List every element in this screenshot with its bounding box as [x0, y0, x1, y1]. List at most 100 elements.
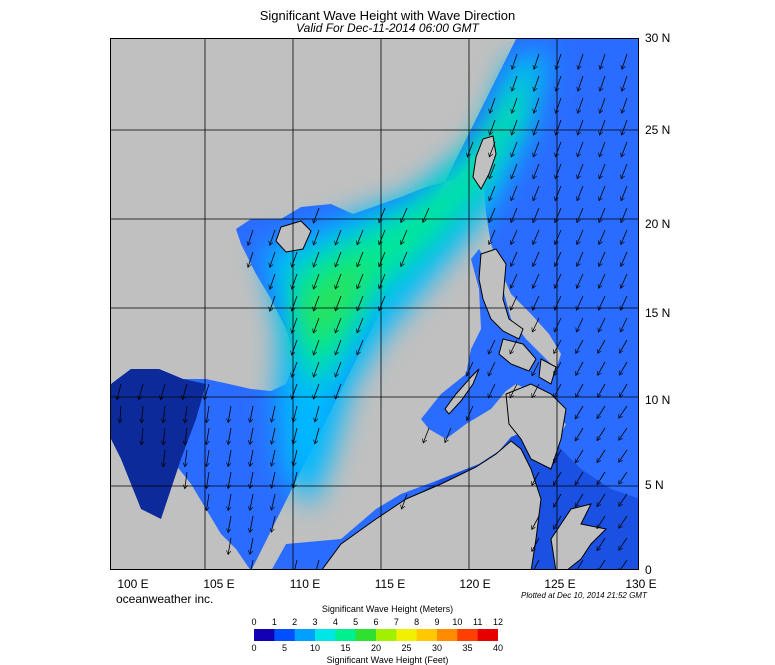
wave-direction-arrow	[619, 515, 628, 528]
wave-direction-arrow	[534, 119, 540, 135]
wave-direction-arrow	[597, 559, 606, 569]
wave-direction-arrow	[534, 97, 540, 113]
colorbar-meter-tick: 1	[271, 617, 277, 627]
colorbar-segment	[355, 629, 377, 641]
wave-direction-arrow	[335, 383, 342, 399]
wave-direction-arrow	[206, 493, 210, 511]
wave-direction-arrow	[139, 383, 144, 400]
wave-direction-arrow	[313, 273, 320, 289]
wave-direction-arrow	[577, 163, 584, 179]
wave-direction-arrow	[271, 515, 276, 532]
wave-direction-arrow	[532, 471, 540, 486]
wave-direction-arrow	[313, 383, 320, 399]
lat-label-30: 30 N	[645, 31, 671, 45]
wave-direction-arrow	[620, 295, 628, 310]
palawan-island	[444, 368, 480, 415]
wave-direction-arrow	[292, 251, 298, 267]
wave-direction-arrow	[248, 251, 254, 267]
colorbar-segment	[274, 629, 296, 641]
wave-direction-arrow	[555, 141, 562, 157]
wave-direction-arrow	[204, 383, 210, 400]
wave-direction-arrow	[598, 317, 606, 332]
wave-direction-arrow	[620, 317, 628, 332]
wave-direction-arrow	[533, 273, 540, 288]
wave-direction-arrow	[402, 493, 408, 509]
colorbar-segment	[315, 629, 336, 641]
wave-direction-arrow	[292, 317, 298, 333]
colorbar-meter-tick: 11	[472, 617, 483, 627]
wave-direction-arrow	[621, 251, 628, 266]
wave-direction-arrow	[596, 493, 606, 507]
wave-direction-arrow	[335, 251, 342, 267]
wave-direction-arrow	[619, 361, 628, 375]
wave-direction-arrow	[292, 339, 298, 355]
wave-direction-arrow	[316, 559, 320, 569]
lat-label-15: 15 N	[645, 306, 671, 320]
wave-direction-arrow	[206, 471, 210, 489]
wave-direction-arrow	[206, 405, 210, 423]
plotted-timestamp: Plotted at Dec 10, 2014 21:52 GMT	[521, 591, 647, 600]
wave-direction-arrow	[357, 317, 364, 333]
wave-direction-arrow	[574, 471, 584, 485]
wave-direction-arrow	[621, 185, 628, 201]
wave-direction-arrow	[379, 251, 386, 267]
wave-direction-arrow	[489, 163, 496, 179]
wave-yellowgreen-zone	[301, 254, 371, 339]
wave-direction-arrow	[313, 295, 320, 311]
lon-label-115: 115 E	[374, 577, 406, 591]
wave-direction-arrow	[313, 317, 320, 333]
wave-direction-arrow	[489, 207, 496, 223]
map-svg	[111, 39, 638, 569]
wave-direction-arrow	[335, 273, 342, 289]
wave-direction-arrow	[621, 273, 628, 288]
wave-direction-arrow	[335, 229, 342, 245]
brand-label: oceanweather inc.	[116, 592, 214, 606]
wave-direction-arrow	[598, 383, 606, 397]
wave-direction-arrow	[576, 361, 584, 375]
wave-direction-arrow	[554, 361, 562, 376]
wave-direction-arrow	[488, 339, 496, 354]
colorbar-segment	[416, 629, 438, 641]
wave-height-map	[110, 38, 639, 570]
colorbar-meter-tick: 0	[251, 617, 257, 627]
wave-direction-arrow	[228, 471, 232, 489]
luzon-island	[478, 248, 524, 340]
lon-label-100: 100 E	[117, 577, 149, 591]
wave-direction-arrow	[357, 273, 364, 289]
colorbar-meter-tick: 12	[492, 617, 504, 627]
wave-direction-arrow	[250, 427, 254, 444]
colorbar-segment	[376, 629, 397, 641]
wave-direction-arrow	[490, 97, 496, 113]
wave-direction-arrow	[577, 229, 584, 245]
wave-direction-arrow	[401, 207, 408, 223]
wave-direction-arrow	[533, 141, 540, 157]
wave-direction-arrow	[575, 559, 584, 569]
wave-direction-arrow	[423, 207, 430, 222]
wave-direction-arrow	[619, 449, 628, 462]
wave-direction-arrow	[185, 427, 187, 445]
wave-direction-arrow	[534, 75, 540, 91]
wave-direction-arrow	[270, 295, 276, 311]
wave-direction-arrow	[313, 339, 320, 355]
wave-direction-arrow	[292, 295, 298, 311]
wave-direction-arrow	[596, 405, 606, 419]
wave-direction-arrow	[270, 229, 276, 245]
wave-direction-arrow	[621, 141, 628, 157]
wave-direction-arrow	[577, 207, 584, 223]
wave-direction-arrow	[554, 383, 562, 398]
wave-direction-arrow	[512, 119, 518, 135]
wave-direction-arrow	[621, 229, 628, 245]
colorbar-feet-tick: 40	[492, 643, 504, 653]
colorbar-feet-tick: 30	[431, 643, 443, 653]
wave-direction-arrow	[315, 405, 320, 422]
wave-direction-arrow	[599, 141, 606, 157]
wave-direction-arrow	[466, 361, 474, 376]
wave-direction-arrow	[600, 97, 606, 113]
wave-direction-arrow	[512, 97, 518, 113]
colorbar-meter-tick: 7	[393, 617, 399, 627]
wave-direction-arrow	[555, 229, 562, 245]
wave-direction-arrow	[228, 515, 232, 533]
wave-direction-arrow	[163, 449, 165, 467]
wave-direction-arrow	[576, 295, 584, 310]
wave-direction-arrow	[555, 207, 562, 223]
